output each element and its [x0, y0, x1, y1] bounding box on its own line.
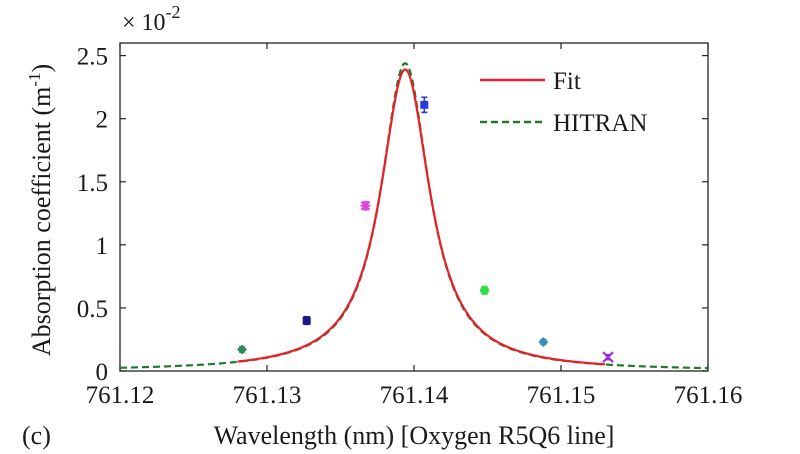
marker-circle	[480, 285, 490, 295]
series-layer	[120, 61, 708, 370]
x-tick-label: 761.16	[674, 382, 743, 409]
y-tick-label: 0.5	[77, 296, 108, 323]
x-tick-label: 761.15	[527, 382, 596, 409]
y-tick-label: 1	[96, 233, 109, 260]
measurement-points	[237, 96, 614, 363]
series-line-hitran	[120, 61, 708, 370]
measurement-point	[360, 200, 371, 211]
measurement-point	[302, 315, 311, 326]
series-line-fit	[237, 68, 606, 366]
panel-label: (c)	[22, 421, 51, 450]
x-tick-label: 761.12	[86, 382, 155, 409]
x-tick-label: 761.14	[380, 382, 449, 409]
legend: Fit HITRAN	[480, 68, 647, 137]
plot-area	[120, 61, 708, 370]
legend-fit-label: Fit	[553, 68, 581, 95]
measurement-point	[480, 285, 490, 295]
measurement-point	[538, 336, 549, 347]
y-tick-label: 1.5	[77, 170, 108, 197]
y-tick-label: 2.5	[77, 44, 108, 71]
x-axis-label: Wavelength (nm) [Oxygen R5Q6 line]	[214, 421, 615, 450]
y-tick-label: 0	[96, 359, 109, 386]
legend-hitran-label: HITRAN	[553, 110, 647, 137]
measurement-point	[602, 351, 614, 363]
axis-ticks: 761.12 761.13 761.14 761.15 761.16 0 0.5 1 1.5 2 2…	[77, 43, 743, 409]
marker-diamond	[237, 344, 248, 355]
measurement-point	[420, 96, 429, 114]
marker-square	[302, 316, 311, 325]
y-multiplier: × 10-2	[122, 2, 181, 36]
marker-star	[360, 200, 371, 211]
measurement-point	[237, 344, 248, 355]
y-axis-label: Absorption coefficient (m-1)	[25, 64, 56, 356]
y-tick-label: 2	[96, 107, 109, 134]
x-tick-label: 761.13	[233, 382, 302, 409]
marker-x	[602, 351, 614, 363]
marker-square	[420, 100, 429, 109]
marker-diamond	[538, 336, 549, 347]
